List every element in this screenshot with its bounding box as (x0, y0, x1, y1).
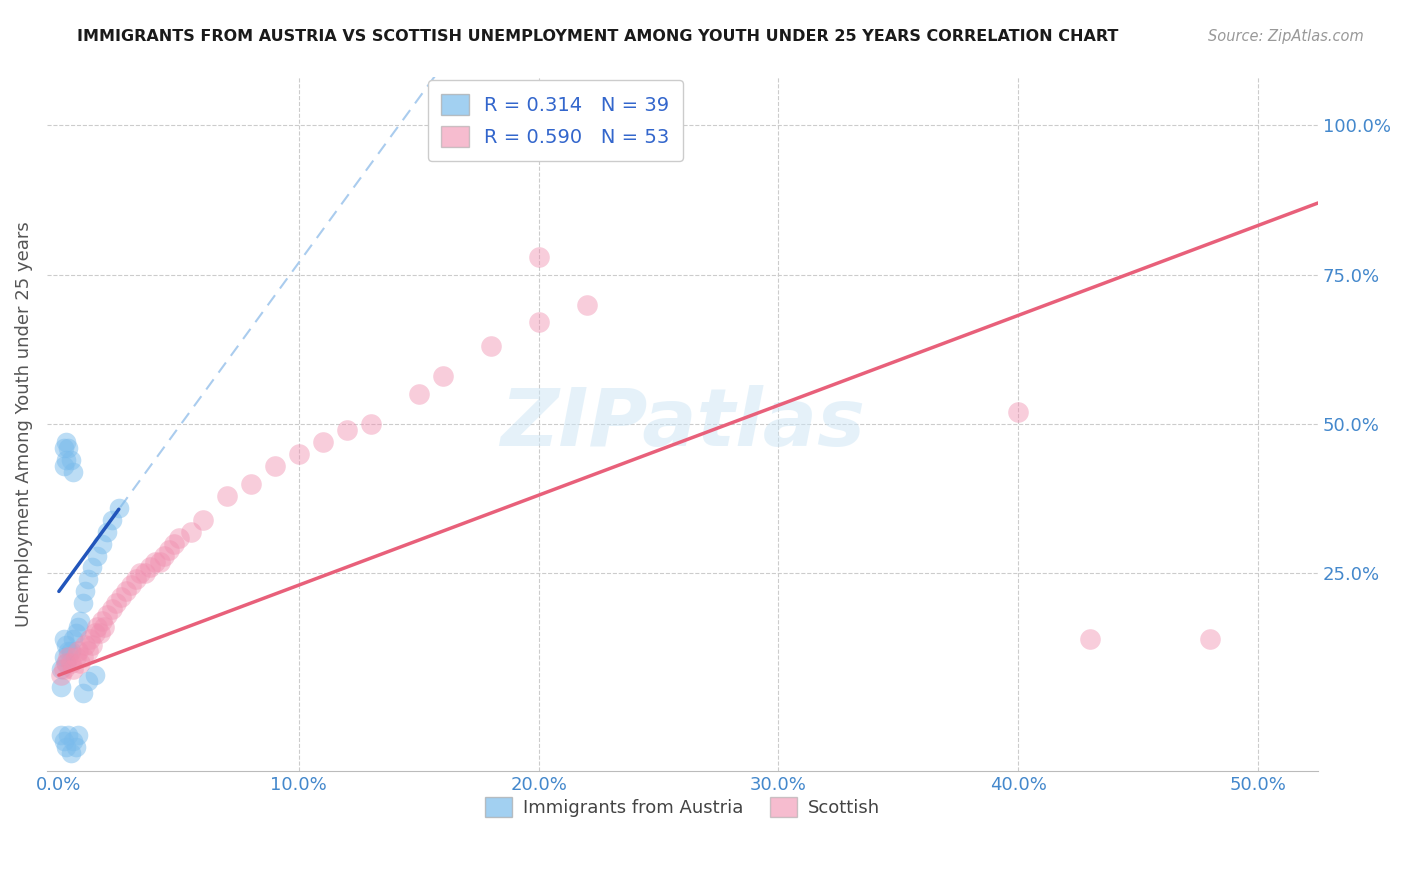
Point (575, 297, 598, 311)
Point (93, 620, 115, 634)
Point (110, 591, 132, 605)
Legend: Immigrants from Austria, Scottish: Immigrants from Austria, Scottish (478, 789, 887, 824)
Point (55, 638, 77, 652)
Point (82, 560, 104, 574)
Point (67, 620, 90, 634)
Point (62, 662, 84, 676)
Point (55, 435, 77, 450)
Point (62, 734, 84, 748)
Point (55, 739, 77, 754)
Point (86, 620, 108, 634)
Point (139, 560, 162, 574)
Point (120, 578, 142, 592)
Text: IMMIGRANTS FROM AUSTRIA VS SCOTTISH UNEMPLOYMENT AMONG YOUTH UNDER 25 YEARS CORR: IMMIGRANTS FROM AUSTRIA VS SCOTTISH UNEM… (77, 29, 1119, 44)
Point (82, 638, 104, 652)
Point (91, 615, 114, 629)
Point (58, 650, 80, 665)
Point (55, 453, 77, 467)
Point (163, 536, 186, 550)
Point (180, 524, 202, 539)
Point (65, 626, 87, 640)
Point (215, 489, 238, 503)
Text: Source: ZipAtlas.com: Source: ZipAtlas.com (1208, 29, 1364, 44)
Point (153, 549, 176, 563)
Point (143, 555, 166, 569)
Point (191, 513, 214, 527)
Point (134, 566, 156, 581)
Point (1007, 405, 1029, 419)
Point (51, 668, 73, 682)
Point (157, 542, 180, 557)
Point (527, 250, 550, 264)
Point (83, 668, 105, 682)
Text: ZIPatlas: ZIPatlas (501, 385, 865, 463)
Point (76, 674, 98, 689)
Point (89, 626, 111, 640)
Point (65, 650, 87, 665)
Point (91, 536, 114, 550)
Point (479, 339, 502, 353)
Point (59, 453, 82, 467)
Point (76, 573, 98, 587)
Point (72, 596, 94, 610)
Point (76, 644, 98, 658)
Point (52, 441, 75, 455)
Point (287, 447, 309, 461)
Point (67, 728, 90, 742)
Y-axis label: Unemployment Among Youth under 25 years: Unemployment Among Youth under 25 years (15, 221, 32, 627)
Point (52, 632, 75, 647)
Point (129, 566, 152, 581)
Point (96, 608, 118, 623)
Point (408, 387, 430, 401)
Point (1199, 632, 1222, 647)
Point (149, 555, 172, 569)
Point (312, 435, 335, 450)
Point (52, 662, 75, 676)
Point (69, 656, 91, 670)
Point (52, 734, 75, 748)
Point (69, 615, 91, 629)
Point (360, 417, 382, 431)
Point (263, 458, 285, 473)
Point (67, 644, 90, 658)
Point (58, 644, 80, 658)
Point (100, 513, 122, 527)
Point (59, 656, 82, 670)
Point (432, 369, 454, 384)
Point (167, 531, 190, 545)
Point (59, 644, 82, 658)
Point (75, 638, 97, 652)
Point (527, 316, 550, 330)
Point (115, 584, 138, 599)
Point (83, 626, 105, 640)
Point (86, 549, 108, 563)
Point (239, 476, 262, 491)
Point (51, 662, 73, 676)
Point (52, 650, 75, 665)
Point (72, 686, 94, 700)
Point (51, 680, 73, 694)
Point (124, 573, 146, 587)
Point (62, 465, 84, 479)
Point (62, 632, 84, 647)
Point (79, 632, 101, 647)
Point (96, 524, 118, 539)
Point (72, 650, 94, 665)
Point (59, 746, 82, 760)
Point (52, 458, 75, 473)
Point (58, 728, 80, 742)
Point (105, 596, 128, 610)
Point (55, 656, 77, 670)
Point (75, 584, 97, 599)
Point (336, 423, 359, 437)
Point (65, 739, 87, 754)
Point (51, 728, 73, 742)
Point (55, 656, 77, 670)
Point (100, 602, 122, 616)
Point (108, 500, 131, 515)
Point (58, 441, 80, 455)
Point (1078, 632, 1101, 647)
